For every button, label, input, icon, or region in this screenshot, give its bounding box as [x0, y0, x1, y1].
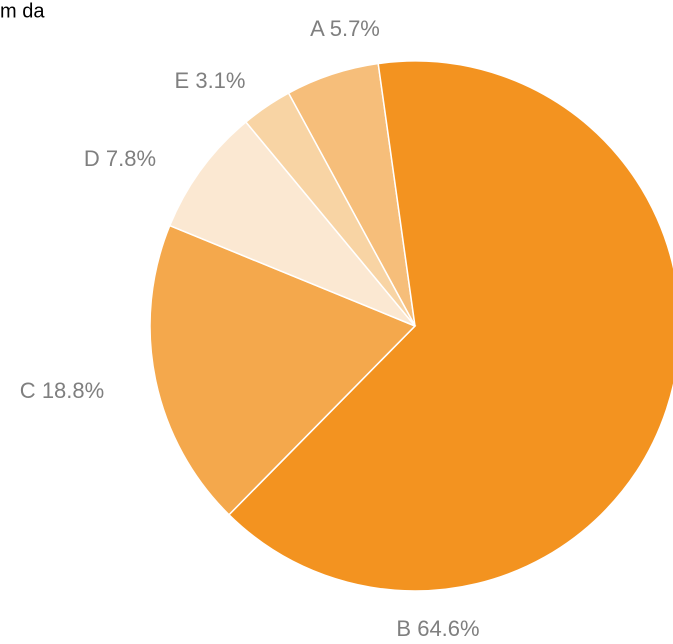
slice-name: E — [175, 68, 190, 93]
slice-label: E 3.1% — [175, 68, 246, 93]
slice-label: C 18.8% — [20, 378, 104, 403]
slice-value: 18.8% — [42, 378, 104, 403]
slice-name: D — [84, 146, 100, 171]
slice-label: A 5.7% — [310, 16, 380, 41]
pie-slice — [149, 224, 417, 516]
slice-name: B — [396, 616, 411, 641]
pie-slice — [244, 92, 416, 327]
slice-value: 5.7% — [330, 16, 380, 41]
chart-title: m da — [0, 0, 45, 22]
slice-name: C — [20, 378, 36, 403]
slice-label: D 7.8% — [84, 146, 156, 171]
slice-value: 3.1% — [195, 68, 245, 93]
slice-label: B 64.6% — [396, 616, 479, 641]
slice-value: 7.8% — [106, 146, 156, 171]
slice-name: A — [310, 16, 325, 41]
pie-slice — [168, 120, 416, 327]
slice-value: 64.6% — [417, 616, 479, 641]
pie-slice — [227, 60, 673, 592]
